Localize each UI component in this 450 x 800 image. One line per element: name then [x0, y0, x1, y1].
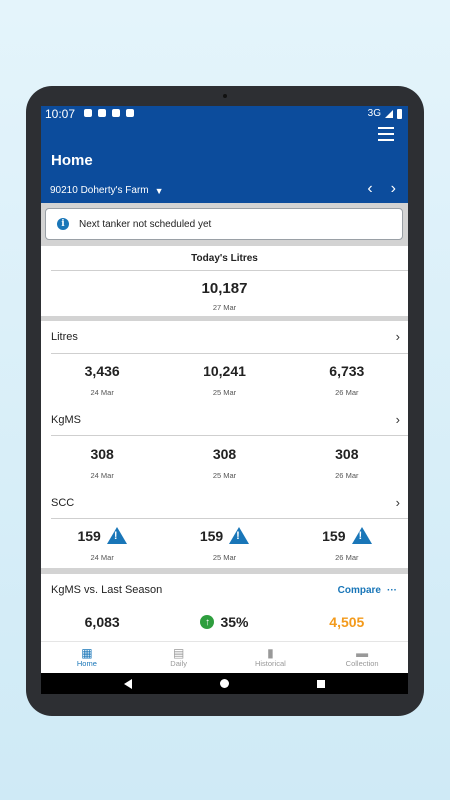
divider [51, 353, 408, 354]
recents-button[interactable] [317, 679, 325, 688]
settings-icon [84, 109, 92, 117]
chevron-right-icon[interactable]: › [395, 329, 400, 344]
battery-icon [397, 108, 402, 119]
litres-col: 3,436 24 Mar [84, 363, 120, 397]
kgms-header[interactable]: KgMS [51, 414, 81, 426]
status-right: 3G [368, 108, 402, 119]
notice-text: Next tanker not scheduled yet [79, 218, 212, 230]
status-bar: 10:07 3G [41, 106, 408, 123]
season-last: 4,505 [329, 614, 365, 630]
season-header: KgMS vs. Last Season [51, 584, 163, 596]
chevron-right-icon[interactable]: › [395, 412, 400, 427]
notification-icon [98, 109, 106, 117]
warning-icon[interactable]: ! [229, 527, 250, 544]
season-current: 6,083 [84, 614, 120, 630]
litres-header[interactable]: Litres [51, 331, 78, 343]
tab-historical[interactable]: ▮ Historical [225, 642, 317, 674]
menu-icon[interactable] [378, 127, 394, 141]
caret-down-icon: ▼ [154, 185, 164, 196]
metrics-card: Litres › 3,436 24 Mar 10,241 25 Mar 6,733 2… [41, 321, 408, 568]
tablet-frame: 10:07 3G Home 90210 Doherty's Farm ▼ ‹ [26, 86, 424, 716]
todays-litres-value: 10,187 [201, 280, 248, 297]
chevron-left-icon[interactable]: ‹ [367, 180, 373, 197]
screen: 10:07 3G Home 90210 Doherty's Farm ▼ ‹ [41, 106, 408, 694]
kgms-col: 308 26 Mar [335, 446, 359, 480]
system-nav [41, 673, 408, 694]
todays-litres-card: Today's Litres 10,187 27 Mar [41, 246, 408, 316]
todays-litres-date: 27 Mar [212, 303, 237, 312]
grid-icon: ▦ [81, 646, 93, 660]
main-content: i Next tanker not scheduled yet Today's … [41, 203, 408, 641]
date-nav: ‹ › [367, 180, 396, 198]
divider [51, 435, 408, 436]
page-title: Home [51, 152, 93, 169]
cloud-icon [112, 109, 120, 117]
camera [223, 94, 227, 98]
compare-button[interactable]: Compare ··· [338, 585, 397, 596]
divider [51, 270, 408, 271]
compare-label: Compare [337, 585, 381, 596]
tab-collection[interactable]: ▬ Collection [316, 642, 408, 674]
status-icons [84, 109, 134, 117]
tab-home[interactable]: ▦ Home [41, 642, 133, 674]
season-card: KgMS vs. Last Season Compare ··· 6,083 ↑… [41, 574, 408, 641]
farm-selector[interactable]: 90210 Doherty's Farm ▼ [50, 185, 164, 196]
kgms-col: 308 24 Mar [90, 446, 114, 480]
kgms-values: 308 24 Mar 308 25 Mar 308 26 Mar [41, 446, 408, 480]
divider [51, 518, 408, 519]
status-time: 10:07 [45, 107, 76, 121]
scc-header[interactable]: SCC [51, 497, 75, 509]
home-button[interactable] [220, 679, 229, 688]
litres-col: 10,241 25 Mar [203, 363, 246, 397]
todays-litres-label: Today's Litres [191, 253, 258, 264]
chevron-right-icon[interactable]: › [395, 495, 400, 510]
signal-icon [385, 109, 393, 118]
arrow-up-icon: ↑ [200, 615, 215, 629]
tab-daily[interactable]: ▤ Daily [133, 642, 225, 674]
chevron-right-icon[interactable]: › [390, 180, 396, 197]
tanker-notice: i Next tanker not scheduled yet [45, 208, 403, 240]
warning-icon[interactable]: ! [106, 527, 127, 544]
farm-label: 90210 Doherty's Farm [50, 185, 149, 196]
app-bar: Home 90210 Doherty's Farm ▼ ‹ › [41, 123, 408, 203]
bottom-nav: ▦ Home ▤ Daily ▮ Historical ▬ Collection [41, 641, 408, 674]
season-values: 6,083 ↑ 35% 4,505 [41, 614, 408, 630]
info-icon: i [57, 218, 69, 230]
calendar-icon: ▤ [172, 646, 185, 660]
back-button[interactable] [124, 678, 132, 689]
kgms-col: 308 25 Mar [212, 446, 237, 480]
scc-col: 159! 26 Mar [286, 527, 408, 562]
scc-values: 159! 24 Mar 159! 25 Mar 159! 26 Mar [41, 527, 408, 562]
scc-col: 159! 25 Mar [163, 527, 285, 562]
truck-icon: ▬ [356, 646, 369, 660]
more-icon: ··· [387, 585, 397, 596]
season-change: ↑ 35% [163, 614, 285, 630]
litres-values: 3,436 24 Mar 10,241 25 Mar 6,733 26 Mar [41, 363, 408, 397]
scc-col: 159! 24 Mar [41, 527, 163, 562]
shield-icon [126, 109, 134, 117]
litres-col: 6,733 26 Mar [329, 363, 365, 397]
warning-icon[interactable]: ! [351, 527, 372, 544]
network-label: 3G [367, 108, 381, 119]
bar-chart-icon: ▮ [267, 646, 274, 660]
